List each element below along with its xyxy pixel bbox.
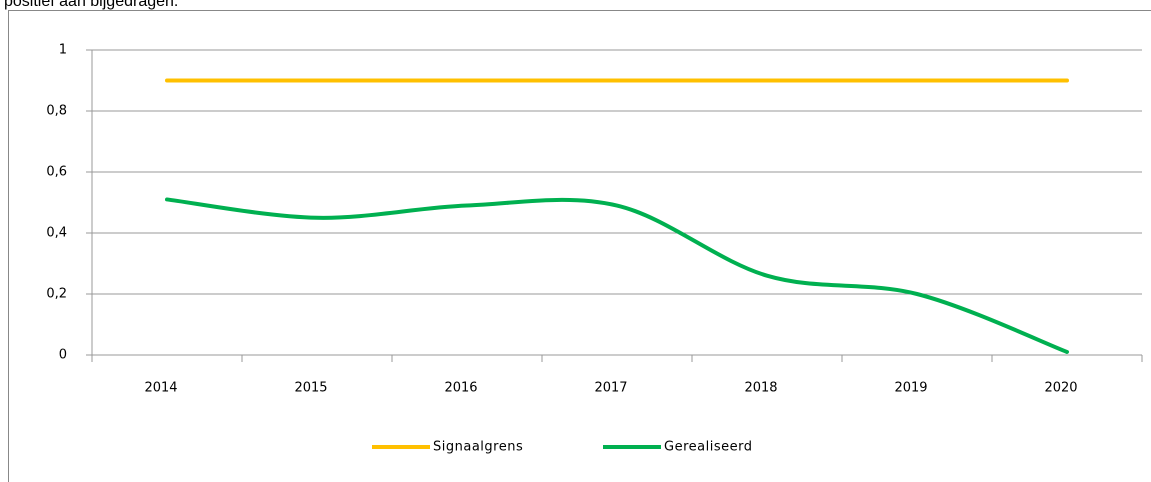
- document-text: positief aan bijgedragen.: [4, 0, 178, 10]
- legend-label: Gerealiseerd: [664, 440, 752, 455]
- y-tick-label: 0,4: [46, 226, 67, 241]
- series-line: [165, 197, 1069, 354]
- x-tick-label: 2015: [294, 381, 327, 396]
- x-tick-label: 2014: [144, 381, 177, 396]
- x-tick-label: 2020: [1044, 381, 1077, 396]
- chart-frame: [8, 10, 1151, 482]
- y-tick-label: 0,6: [46, 165, 67, 180]
- legend-label: Signaalgrens: [433, 440, 523, 455]
- x-tick-label: 2017: [594, 381, 627, 396]
- x-tick-label: 2018: [744, 381, 777, 396]
- x-tick-label: 2019: [894, 381, 927, 396]
- y-tick-label: 0,8: [46, 104, 67, 119]
- y-tick-label: 0: [59, 348, 67, 363]
- x-tick-label: 2016: [444, 381, 477, 396]
- y-tick-label: 0,2: [46, 287, 67, 302]
- y-tick-label: 1: [59, 43, 67, 58]
